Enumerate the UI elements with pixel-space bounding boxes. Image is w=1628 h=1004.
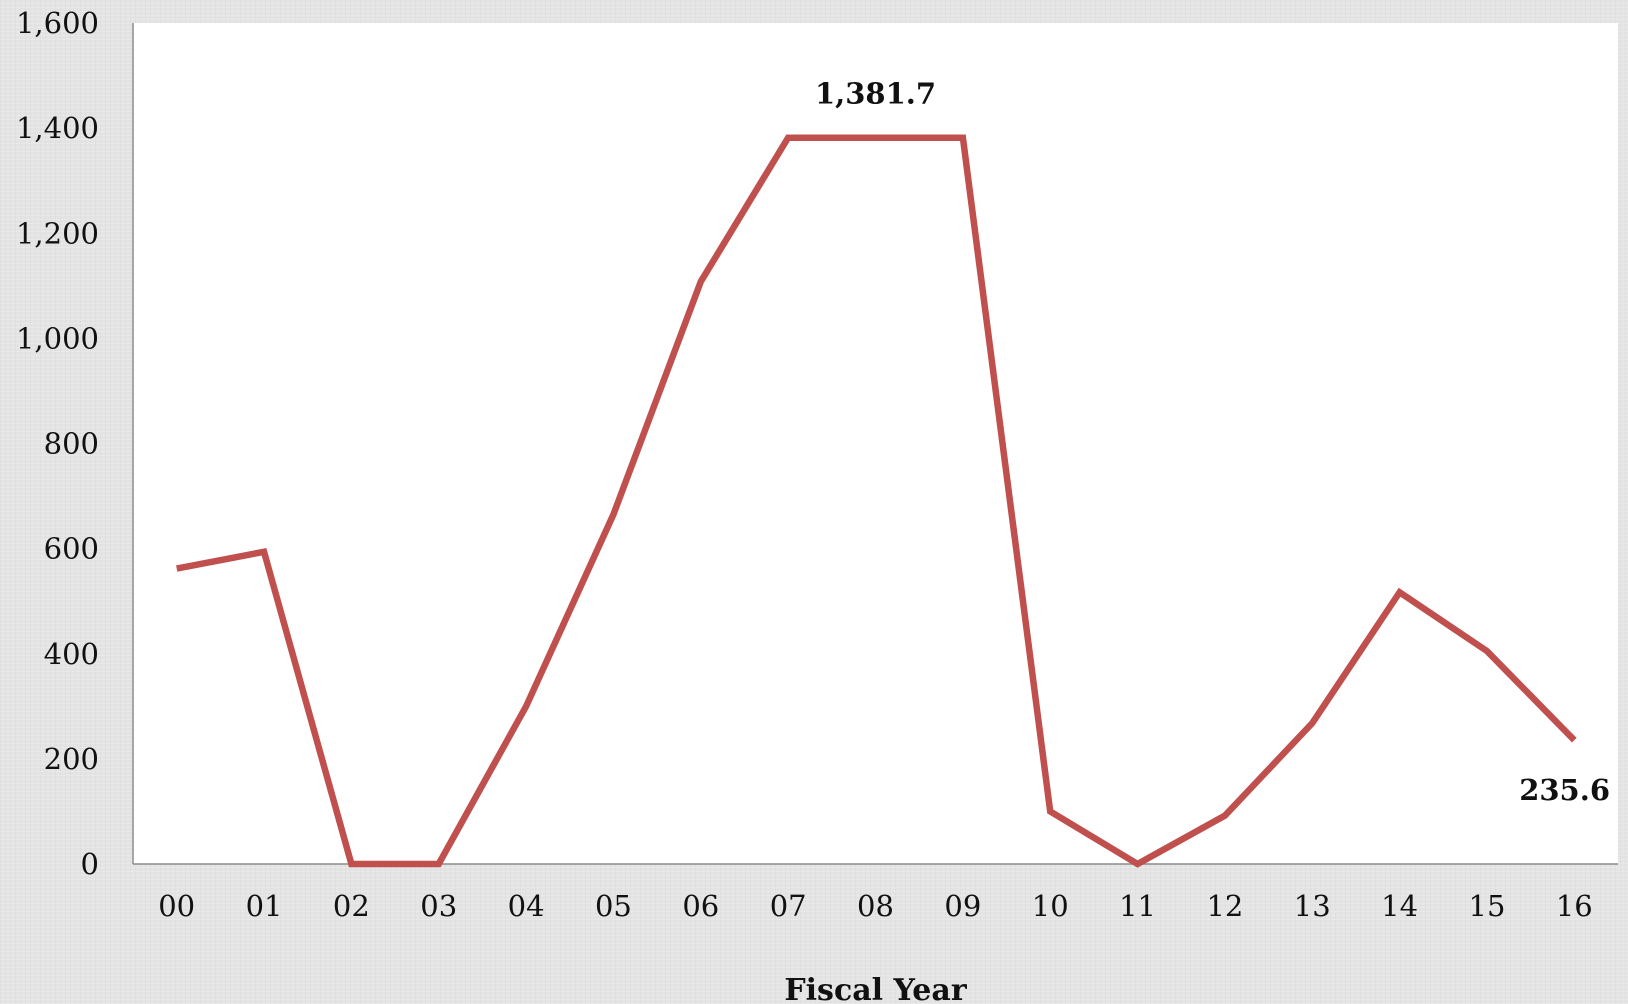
x-tick-labels: 00 01 02 03 04 05 06 07 08 09 10 11 12 13 14 15 16 xyxy=(158,889,1593,923)
x-tick-label: 11 xyxy=(1119,889,1156,923)
series-group xyxy=(176,134,1577,868)
y-tick-label: 1,400 xyxy=(16,111,99,145)
x-tick-label: 10 xyxy=(1032,889,1069,923)
x-tick-label: 05 xyxy=(595,889,632,923)
x-tick-label: 04 xyxy=(508,889,545,923)
y-tick-labels: 0 200 400 600 800 1,000 1,200 1,400 1,600 xyxy=(16,6,99,881)
x-tick-label: 08 xyxy=(857,889,894,923)
data-label: 235.6 xyxy=(1519,773,1610,807)
x-tick-label: 15 xyxy=(1469,889,1506,923)
x-tick-label: 16 xyxy=(1556,889,1593,923)
y-tick-label: 200 xyxy=(44,742,99,776)
x-tick-label: 09 xyxy=(944,889,981,923)
y-tick-label: 800 xyxy=(44,427,99,461)
x-tick-label: 03 xyxy=(420,889,457,923)
data-label: 1,381.7 xyxy=(815,77,936,111)
series-line xyxy=(176,134,1577,868)
data-labels: 1,381.7 235.6 xyxy=(815,77,1610,807)
y-tick-label: 1,600 xyxy=(16,6,99,40)
x-tick-label: 00 xyxy=(158,889,195,923)
y-tick-label: 1,200 xyxy=(16,216,99,250)
x-axis-title: Fiscal Year xyxy=(784,973,967,1004)
y-tick-label: 600 xyxy=(44,532,99,566)
x-tick-label: 14 xyxy=(1381,889,1418,923)
x-tick-label: 01 xyxy=(246,889,283,923)
y-tick-label: 0 xyxy=(81,847,99,881)
x-tick-label: 06 xyxy=(682,889,719,923)
x-tick-label: 02 xyxy=(333,889,370,923)
x-tick-label: 13 xyxy=(1294,889,1331,923)
plot-area xyxy=(133,23,1618,864)
y-tick-label: 400 xyxy=(44,637,99,671)
y-tick-label: 1,000 xyxy=(16,321,99,355)
x-tick-label: 12 xyxy=(1206,889,1243,923)
x-tick-label: 07 xyxy=(770,889,807,923)
